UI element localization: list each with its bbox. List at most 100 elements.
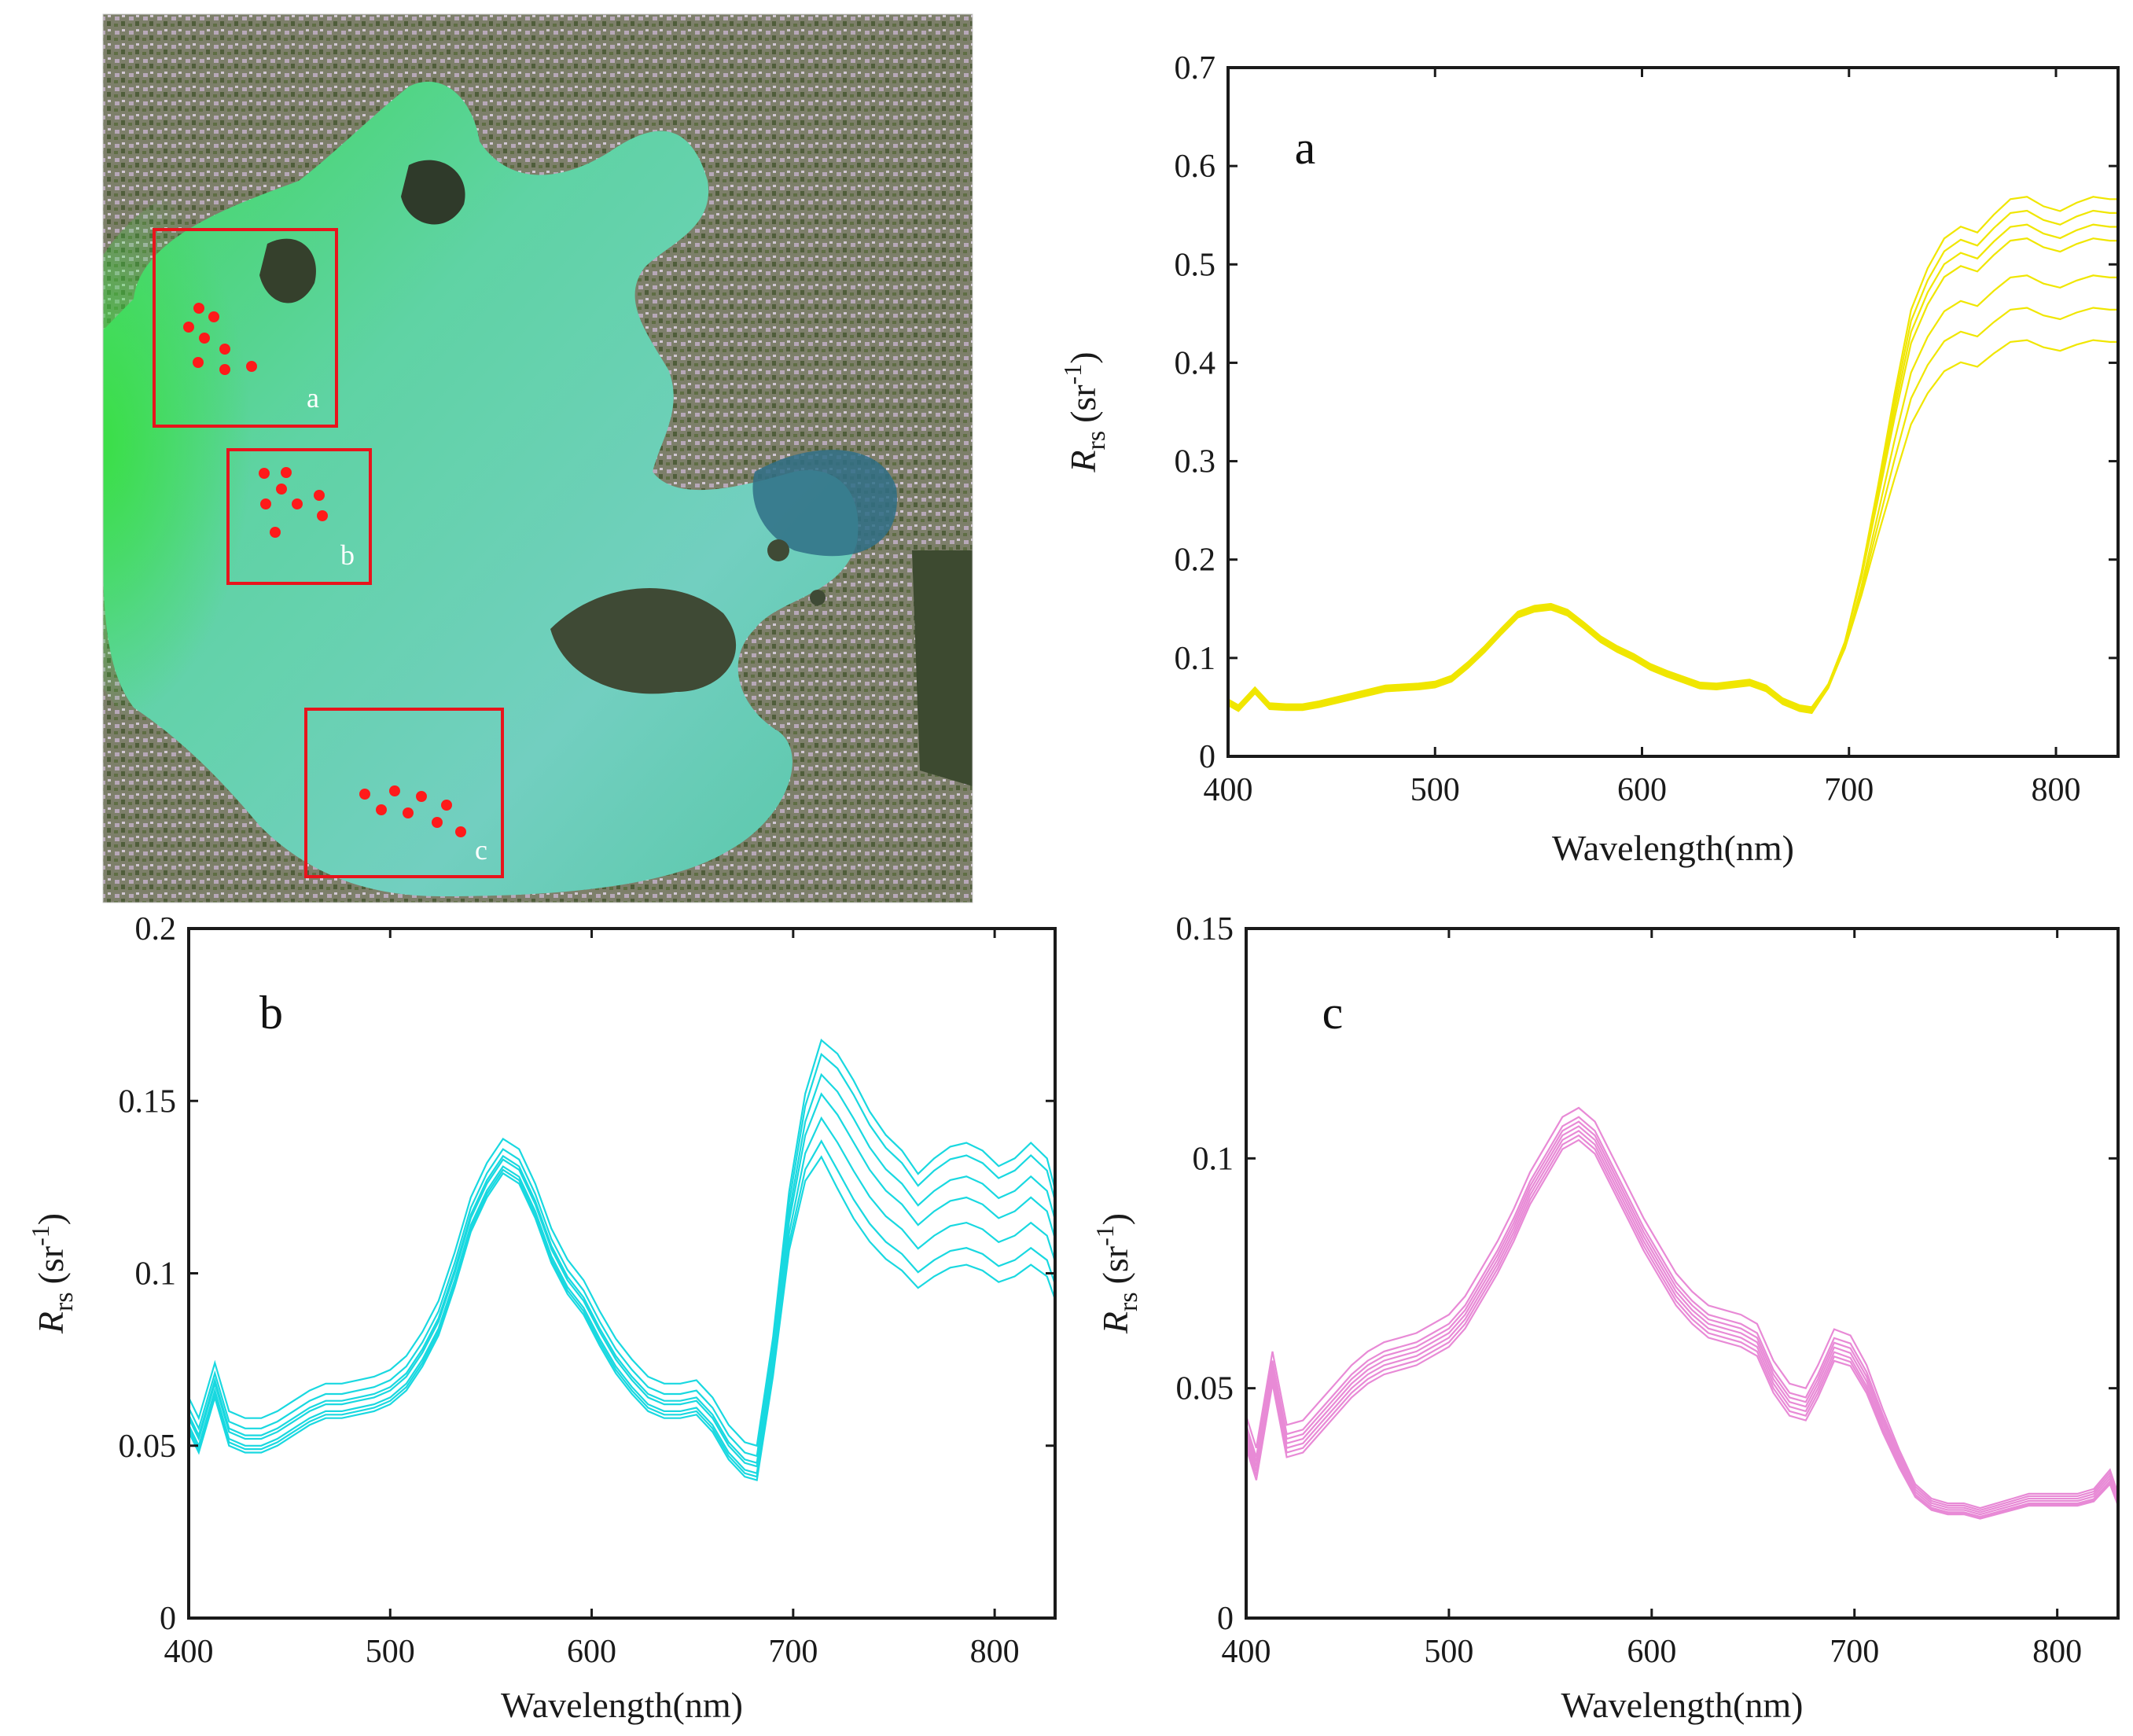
- series-line-5: [188, 1116, 1057, 1475]
- series-line-7: [1227, 339, 2118, 708]
- series-group: [1227, 196, 2118, 715]
- map-border: [102, 13, 973, 903]
- y-axis-title-sub: rs: [1082, 431, 1111, 451]
- map-sample-point: [389, 785, 400, 796]
- map-region-box-b: [226, 448, 372, 585]
- map-region-label-c: c: [475, 834, 487, 866]
- map-sample-point: [193, 303, 204, 314]
- map-sample-point: [376, 804, 387, 815]
- map-sample-point: [193, 357, 204, 368]
- map-sample-point: [276, 484, 287, 495]
- series-line-2: [1245, 1116, 2120, 1511]
- y-axis-title-sub: rs: [50, 1292, 79, 1311]
- x-tick-label: 600: [1617, 772, 1667, 808]
- y-axis-title: Rrs (sr-1): [26, 1213, 79, 1334]
- panel-label-a: a: [1295, 122, 1316, 174]
- map-sample-point: [183, 322, 194, 333]
- series-line-1: [1227, 196, 2118, 715]
- x-axis-title: Wavelength(nm): [1552, 828, 1794, 868]
- series-group: [188, 1038, 1057, 1482]
- map-sample-point: [259, 468, 270, 479]
- x-tick-label: 400: [1204, 772, 1253, 808]
- series-line-4: [1227, 237, 2118, 709]
- map-region-label-b: b: [340, 539, 355, 571]
- panel-label-c: c: [1322, 987, 1344, 1039]
- series-line-2: [1227, 209, 2118, 712]
- y-tick-label: 0: [1217, 1601, 1234, 1637]
- y-axis-title-main: R: [1063, 450, 1103, 473]
- x-tick-label: 700: [1824, 772, 1874, 808]
- y-axis-title-main: R: [1095, 1311, 1135, 1334]
- map-island-nw: [259, 238, 316, 303]
- map-sample-point: [281, 467, 292, 478]
- map-sample-point: [292, 498, 303, 509]
- x-tick-label: 700: [1830, 1634, 1879, 1670]
- map-sample-point: [270, 527, 281, 538]
- y-tick-label: 0.1: [135, 1256, 177, 1293]
- map-sample-point: [359, 789, 370, 800]
- map-region-label-a: a: [307, 382, 319, 414]
- map-island-north: [401, 160, 465, 225]
- map-algal-bloom: [103, 189, 362, 755]
- series-group: [1245, 1106, 2120, 1520]
- map-region-box-a: [153, 228, 338, 428]
- y-tick-label: 0.05: [1176, 1371, 1234, 1407]
- map-sample-point: [441, 800, 452, 811]
- x-tick-label: 600: [1627, 1634, 1676, 1670]
- map-island-large: [550, 587, 737, 694]
- series-line-4: [188, 1092, 1057, 1468]
- map-sample-point: [403, 807, 414, 818]
- map-region-box-c: [304, 708, 504, 878]
- map-sample-point: [208, 311, 219, 322]
- y-axis-title-unit-exp: -1: [1090, 1225, 1119, 1246]
- y-tick-label: 0: [1199, 739, 1215, 775]
- series-line-6: [1227, 307, 2118, 712]
- map-sample-point: [260, 498, 271, 509]
- plot-frame: [187, 927, 1057, 1620]
- x-tick-label: 400: [1222, 1634, 1271, 1670]
- map-islet: [767, 539, 789, 561]
- series-line-3: [188, 1072, 1057, 1465]
- series-line-3: [1245, 1120, 2120, 1513]
- y-tick-label: 0.2: [135, 911, 177, 947]
- map-dark-bay: [752, 450, 897, 557]
- chart-panel-b: 400 500 600 700 800 0 0.05 0.1 0.15 0.2 Wavelength…: [26, 911, 1057, 1725]
- y-tick-label: 0.5: [1175, 247, 1216, 283]
- series-line-2: [188, 1052, 1057, 1458]
- panel-label-b: b: [259, 987, 283, 1039]
- x-axis-title: Wavelength(nm): [1561, 1685, 1804, 1725]
- y-axis-title-main: R: [31, 1311, 71, 1334]
- map-sample-point: [455, 826, 466, 837]
- y-tick-label: 0.6: [1175, 149, 1216, 185]
- y-axis-title-unit: (sr: [1063, 384, 1103, 423]
- y-axis-title-unit-close: ): [1095, 1213, 1135, 1225]
- map-sample-point: [416, 791, 427, 802]
- x-axis-title: Wavelength(nm): [501, 1685, 743, 1725]
- x-tick-label: 800: [2032, 1634, 2082, 1670]
- map-islet: [810, 590, 826, 605]
- map-sample-point: [219, 344, 230, 355]
- y-tick-label: 0.4: [1175, 345, 1216, 381]
- x-tick-label: 400: [164, 1634, 214, 1670]
- y-tick-label: 0: [160, 1601, 176, 1637]
- y-axis-title: Rrs (sr-1): [1090, 1213, 1143, 1334]
- series-line-1: [188, 1038, 1057, 1447]
- y-axis-title: Rrs (sr-1): [1058, 351, 1111, 473]
- y-tick-label: 0.7: [1175, 50, 1216, 86]
- y-axis-title-unit: (sr: [1095, 1246, 1135, 1285]
- series-line-4: [1245, 1125, 2120, 1516]
- series-line-5: [1227, 274, 2118, 713]
- satellite-map: a b c: [102, 13, 973, 903]
- y-tick-label: 0.15: [119, 1083, 177, 1120]
- series-line-7: [1245, 1138, 2120, 1520]
- x-tick-label: 800: [2032, 772, 2081, 808]
- series-line-7: [188, 1155, 1057, 1482]
- plot-frame: [1226, 66, 2120, 758]
- x-tick-label: 500: [1424, 1634, 1473, 1670]
- map-sample-point: [432, 817, 443, 828]
- series-line-5: [1245, 1129, 2120, 1518]
- series-line-6: [1245, 1134, 2120, 1519]
- chart-panel-a: 400 500 600 700 800 0 0.1 0.2 0.3 0.4 0.5 0.6 0.7 Wav…: [1058, 50, 2120, 868]
- map-sample-point: [317, 510, 328, 521]
